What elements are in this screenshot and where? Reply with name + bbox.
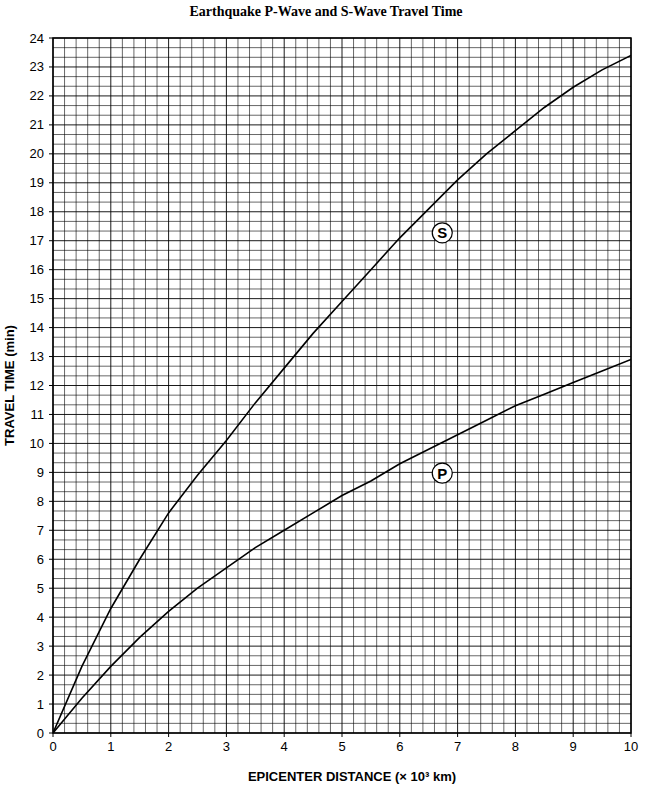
grid-line (53, 182, 631, 183)
tick-label: 8 (37, 494, 44, 509)
tick-label: 13 (30, 349, 44, 364)
grid-line (53, 240, 631, 241)
axes: 0123456789100123456789101112131415161718… (30, 31, 639, 755)
series-line (53, 359, 631, 733)
grid-line (53, 269, 631, 270)
grid-line (53, 211, 631, 212)
tick-label: 9 (570, 739, 577, 754)
series-label: P (437, 465, 447, 482)
tick-label: 4 (37, 610, 44, 625)
tick-label: 4 (281, 739, 288, 754)
grid-line (53, 153, 631, 154)
tick-label: 11 (31, 407, 45, 422)
grid-line (53, 675, 631, 676)
tick-label: 17 (30, 233, 44, 248)
tick-label: 0 (49, 739, 56, 754)
plot-frame (53, 38, 631, 733)
data-layer (53, 55, 631, 733)
grid-line (53, 617, 631, 618)
tick-label: 5 (37, 581, 44, 596)
tick-label: 3 (37, 639, 44, 654)
tick-label: 5 (338, 739, 345, 754)
tick-label: 12 (30, 378, 44, 393)
y-axis-label: TRAVEL TIME (min) (2, 325, 17, 446)
tick-label: 10 (30, 436, 44, 451)
title: Earthquake P-Wave and S-Wave Travel Time (189, 4, 462, 19)
x-axis-label: EPICENTER DISTANCE (× 10³ km) (248, 769, 456, 784)
minor-grid (53, 38, 631, 733)
tick-label: 23 (30, 59, 44, 74)
tick-label: 0 (37, 726, 44, 741)
tick-label: 22 (30, 88, 44, 103)
grid-line (53, 588, 631, 589)
tick-label: 2 (165, 739, 172, 754)
series-label-circle (432, 463, 452, 483)
grid-line (53, 646, 631, 647)
grid-line (53, 327, 631, 328)
tick-label: 2 (37, 668, 44, 683)
tick-label: 9 (37, 465, 44, 480)
tick-label: 8 (512, 739, 519, 754)
series-label: S (437, 224, 447, 241)
tick-label: 21 (30, 117, 44, 132)
grid-line (53, 124, 631, 125)
grid-line (53, 66, 631, 67)
chart: 0123456789100123456789101112131415161718… (0, 0, 652, 796)
tick-label: 3 (223, 739, 230, 754)
tick-label: 6 (396, 739, 403, 754)
grid-line (53, 298, 631, 299)
tick-label: 1 (37, 697, 44, 712)
series-label-circle (432, 223, 452, 243)
grid-line (53, 414, 631, 415)
grid-line (53, 472, 631, 473)
grid-line (53, 385, 631, 386)
tick-label: 1 (107, 739, 114, 754)
series-line (53, 55, 631, 733)
series-labels: SP (432, 223, 452, 483)
tick-label: 10 (624, 739, 638, 754)
tick-label: 19 (30, 175, 44, 190)
tick-label: 14 (30, 320, 44, 335)
grid-line (53, 530, 631, 531)
grid-line (53, 356, 631, 357)
grid-line (53, 704, 631, 705)
tick-label: 15 (30, 291, 44, 306)
grid-line (53, 443, 631, 444)
grid-line (53, 95, 631, 96)
tick-label: 16 (30, 262, 44, 277)
tick-label: 20 (30, 146, 44, 161)
tick-label: 7 (37, 523, 44, 538)
tick-label: 6 (37, 552, 44, 567)
tick-label: 24 (30, 31, 44, 46)
grid-line (53, 501, 631, 502)
tick-label: 7 (454, 739, 461, 754)
tick-label: 18 (30, 204, 44, 219)
